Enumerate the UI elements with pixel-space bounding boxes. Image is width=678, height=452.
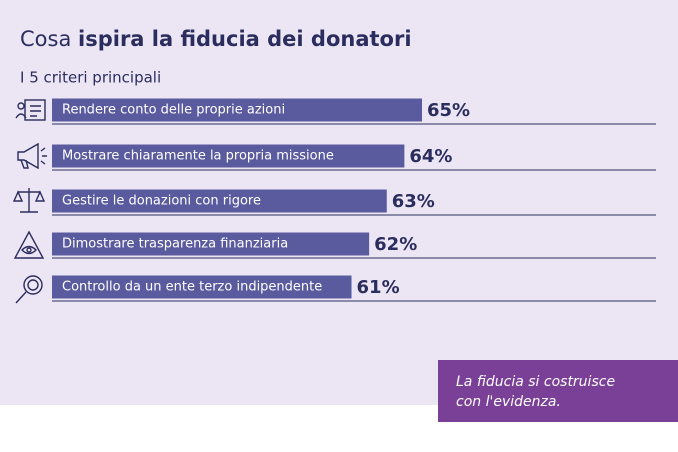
value-label: 63% xyxy=(392,191,435,212)
category-label: Mostrare chiaramente la propria missione xyxy=(62,149,334,164)
icon-report xyxy=(15,99,46,121)
bar xyxy=(52,98,422,122)
category-label: Dimostrare trasparenza finanziaria xyxy=(62,237,288,252)
quote-line: con l'evidenza. xyxy=(456,394,561,410)
category-label: Rendere conto delle proprie azioni xyxy=(62,103,285,118)
title-regular: Cosa xyxy=(20,27,71,51)
category-label: Gestire le donazioni con rigore xyxy=(62,194,261,209)
value-label: 65% xyxy=(427,100,470,121)
bar xyxy=(52,144,405,168)
icon-magnifier xyxy=(15,275,43,304)
bar xyxy=(52,275,352,299)
value-label: 62% xyxy=(374,234,417,255)
icon-megaphone xyxy=(17,142,47,170)
subtitle: I 5 criteri principali xyxy=(20,69,161,87)
icon-eye-triangle xyxy=(13,230,45,259)
quote-box xyxy=(438,360,678,422)
value-label: 61% xyxy=(357,277,400,298)
value-label: 64% xyxy=(409,146,452,167)
title-bold: ispira la fiducia dei donatori xyxy=(78,27,412,51)
chart-title: Cosa ispira la fiducia dei donatori xyxy=(20,27,412,51)
category-label: Controllo da un ente terzo indipendente xyxy=(62,280,322,295)
bar xyxy=(52,232,370,256)
bar xyxy=(52,189,387,213)
icons xyxy=(12,99,47,304)
quote-line: La fiducia si costruisce xyxy=(456,374,615,390)
icon-scale xyxy=(12,188,46,213)
